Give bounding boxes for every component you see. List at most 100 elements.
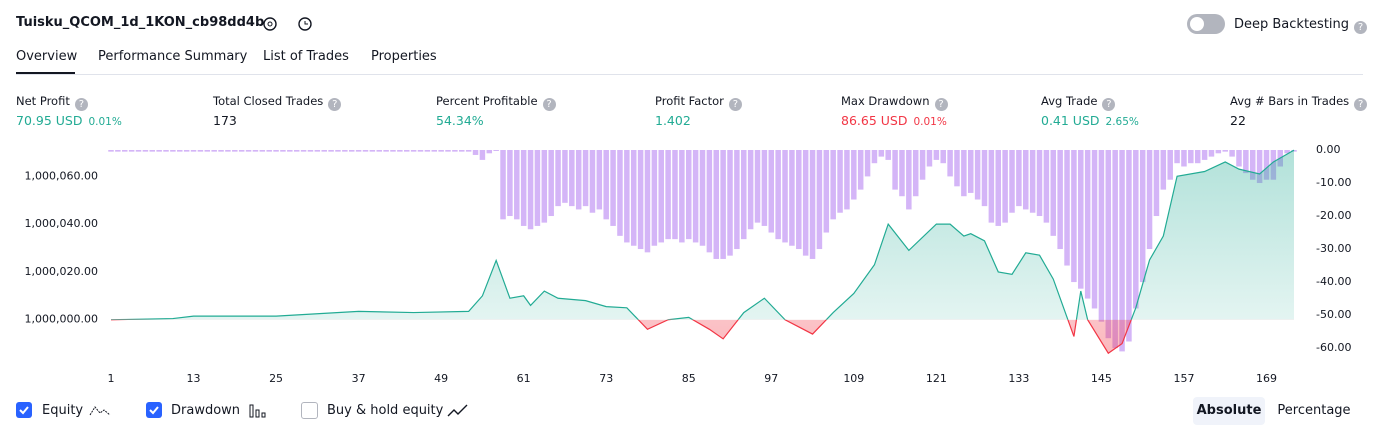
drawdown-bar [238, 150, 245, 152]
drawdown-bar [108, 150, 114, 152]
drawdown-bar [1167, 150, 1173, 180]
drawdown-bar [1002, 150, 1008, 223]
drawdown-bar [1036, 150, 1043, 217]
metric-label: Total Closed Trades? [213, 94, 342, 111]
drawdown-bar [1229, 150, 1235, 157]
tab-underline [16, 72, 75, 75]
drawdown-bar [1236, 150, 1242, 167]
drawdown-bar [720, 150, 726, 259]
drawdown-bar [1119, 150, 1125, 352]
drawdown-bar [122, 150, 128, 152]
metric-value-text: 70.95 USD [16, 113, 83, 128]
metric-value-text: 0.41 USD [1041, 113, 1100, 128]
drawdown-bar [541, 150, 548, 223]
drawdown-bar [142, 150, 149, 152]
info-icon: ? [934, 98, 948, 111]
tab[interactable]: Overview [16, 49, 78, 64]
drawdown-bar [844, 150, 850, 210]
drawdown-bar [1181, 150, 1187, 167]
tab[interactable]: Performance Summary [98, 49, 248, 64]
metric-sub: 0.01% [88, 116, 122, 128]
drawdown-bar [1084, 150, 1091, 299]
drawdown-bar [190, 150, 197, 152]
metric-label: Avg # Bars in Trades? [1230, 94, 1368, 111]
drawdown-bar [321, 150, 327, 152]
drawdown-bar [273, 150, 279, 152]
drawdown-bar [1071, 150, 1077, 283]
drawdown-bar [1078, 150, 1084, 289]
drawdown-bar [218, 150, 224, 152]
drawdown-bar [713, 150, 720, 259]
drawdown-bar [665, 150, 671, 240]
checkbox[interactable] [301, 402, 318, 419]
tab[interactable]: Properties [371, 49, 437, 64]
x-tick-label: 121 [926, 372, 947, 385]
drawdown-bar [1105, 150, 1112, 339]
drawdown-bar [981, 150, 988, 207]
drawdown-bar [734, 150, 740, 250]
x-tick-label: 73 [599, 372, 613, 385]
metric-sub: 0.01% [913, 116, 947, 128]
strategy-title: Tuisku_QCOM_1d_1KON_cb98dd4b [16, 15, 265, 30]
tab[interactable]: List of Trades [263, 49, 349, 64]
drawdown-bar [892, 150, 898, 190]
drawdown-bar [527, 150, 534, 230]
y2-tick-label: 0.00 [1316, 143, 1341, 156]
drawdown-bar [149, 150, 156, 152]
metric-value: 173 [213, 113, 237, 128]
drawdown-bar [520, 150, 527, 226]
drawdown-bar [259, 150, 266, 152]
drawdown-bar [761, 150, 768, 226]
drawdown-bar [864, 150, 871, 177]
drawdown-bar [1188, 150, 1194, 164]
drawdown-bar [685, 150, 692, 240]
metric-value: 70.95 USD 0.01% [16, 113, 122, 128]
drawdown-bar [575, 150, 582, 210]
toggle[interactable] [1187, 14, 1225, 34]
x-tick-label: 133 [1008, 372, 1029, 385]
y2-tick-label: -50.00 [1316, 308, 1351, 321]
equity-icon [89, 406, 111, 416]
checkbox[interactable] [146, 402, 162, 418]
checkbox[interactable] [16, 402, 32, 418]
drawdown-bar [479, 150, 486, 160]
drawdown-bar [741, 150, 747, 240]
info-icon: ? [74, 98, 88, 111]
drawdown-bar [280, 150, 286, 152]
drawdown-bar [995, 150, 1002, 226]
drawdown-bar [775, 150, 781, 240]
drawdown-bar [1174, 150, 1180, 164]
drawdown-bar [163, 150, 169, 152]
x-tick-label: 25 [269, 372, 283, 385]
header-icons[interactable] [262, 15, 312, 33]
x-tick-label: 85 [682, 372, 696, 385]
drawdown-bar [789, 150, 795, 246]
drawdown-bar [899, 150, 905, 197]
drawdown-bar [204, 150, 211, 152]
info-icon: ? [328, 98, 342, 111]
drawdown-bar [809, 150, 816, 259]
drawdown-bar [1043, 150, 1050, 223]
drawdown-bar [1064, 150, 1070, 266]
metric-label-text: Total Closed Trades [213, 94, 324, 108]
drawdown-bar [830, 150, 836, 220]
drawdown-bar [672, 150, 678, 240]
drawdown-bar [589, 150, 596, 213]
drawdown-bar [328, 150, 334, 152]
metric-value-text: 22 [1230, 113, 1246, 128]
button[interactable]: Absolute [1193, 397, 1265, 425]
button[interactable]: Percentage [1277, 403, 1351, 418]
x-tick-label: 13 [187, 372, 201, 385]
drawdown-bar [548, 150, 554, 217]
drawdown-bar [293, 150, 300, 152]
drawdown-bar [569, 150, 575, 207]
drawdown-bar [376, 150, 382, 152]
y-tick-label: 1,000,060.00 [25, 169, 98, 182]
drawdown-bar [410, 150, 417, 152]
drawdown-icon [249, 404, 266, 418]
drawdown-bar [534, 150, 541, 226]
metric-label-text: Percent Profitable [436, 94, 538, 108]
metric-label: Profit Factor? [655, 94, 742, 111]
drawdown-bar [287, 150, 293, 152]
drawdown-bar [1284, 150, 1290, 154]
